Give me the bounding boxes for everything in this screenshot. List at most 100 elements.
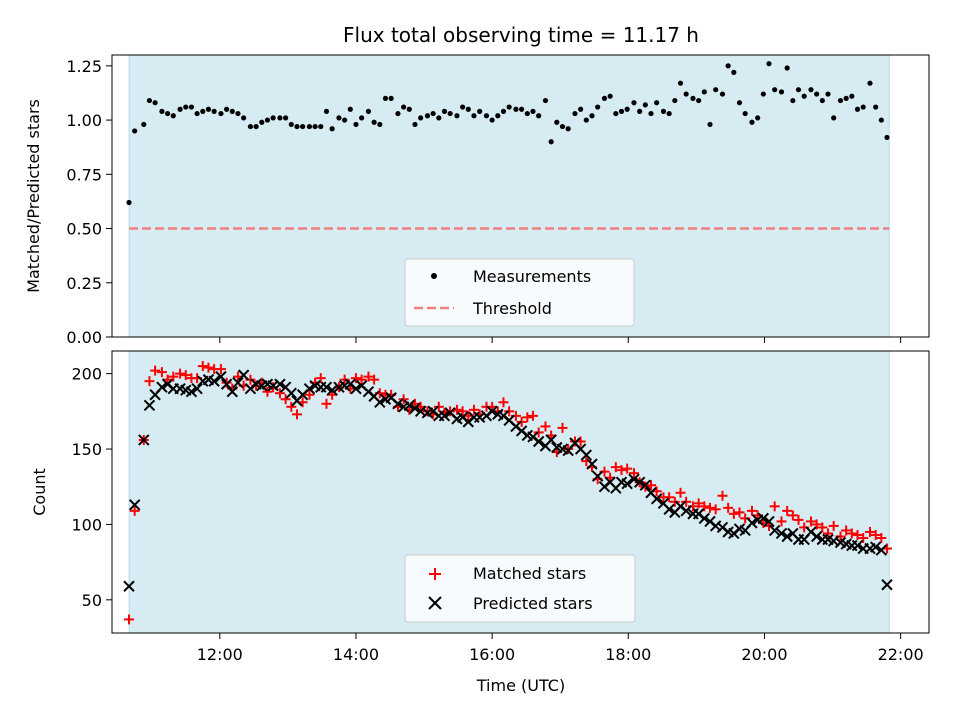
matched-star-point <box>350 373 361 384</box>
predicted-star-point <box>237 369 250 381</box>
predicted-legend-label: Predicted stars <box>473 594 593 613</box>
matched-star-point <box>144 376 155 387</box>
measurement-point <box>371 119 377 125</box>
measurement-point <box>312 123 318 130</box>
measurement-point <box>742 110 748 117</box>
measurement-point <box>814 91 820 97</box>
matched-star-point <box>516 416 527 427</box>
measurement-point <box>736 100 743 106</box>
measurement-point <box>631 100 637 106</box>
matched-star-point <box>728 508 739 519</box>
measurement-point <box>536 113 542 119</box>
matched-star-point <box>787 510 798 521</box>
measurement-point <box>595 104 601 110</box>
measurement-point <box>412 121 418 128</box>
measurement-point <box>766 61 772 67</box>
predicted-star-point <box>350 382 362 395</box>
predicted-star-point <box>191 382 203 395</box>
predicted-star-point <box>775 527 788 540</box>
matched-star-point <box>363 371 374 382</box>
matched-star-point <box>274 388 285 399</box>
matched-star-point <box>522 412 533 423</box>
matched-star-point <box>498 397 509 408</box>
predicted-star-point <box>869 541 882 553</box>
matched-star-point <box>675 487 686 498</box>
measurement-point <box>318 123 324 130</box>
predicted-star-point <box>303 382 316 395</box>
measurement-point <box>672 97 678 104</box>
measurement-point <box>860 104 866 110</box>
measurement-point <box>152 100 158 106</box>
predicted-star-point <box>403 399 416 411</box>
measurement-point <box>483 113 490 119</box>
matched-star-point <box>841 525 852 536</box>
matched-star-point <box>669 496 680 507</box>
matched-star-point <box>704 502 715 513</box>
measurement-point <box>701 89 707 95</box>
measurement-point <box>607 93 613 99</box>
measurement-point <box>241 115 247 121</box>
measurement-point <box>542 97 549 104</box>
measurement-point <box>713 87 719 93</box>
measurement-point <box>867 80 873 86</box>
measurement-point <box>778 89 785 95</box>
matched-star-point <box>215 364 226 375</box>
matched-star-point <box>540 421 551 432</box>
matched-star-point <box>124 614 135 625</box>
matched-star-point <box>640 481 651 492</box>
matched-star-point <box>339 374 350 385</box>
measurement-point <box>259 119 265 125</box>
measurement-point <box>795 87 802 93</box>
matched-star-point <box>321 398 332 409</box>
measurement-point <box>790 97 796 104</box>
predicted-star-point <box>810 530 823 543</box>
matched-star-point <box>203 362 214 373</box>
matched-star-point <box>846 528 857 539</box>
measurement-point <box>126 199 132 206</box>
measurement-point <box>347 106 353 112</box>
measurement-point <box>873 104 879 110</box>
predicted-star-point <box>215 370 227 383</box>
measurement-point <box>513 106 519 112</box>
predicted-star-point <box>633 476 646 488</box>
measurement-point <box>731 69 737 75</box>
measurement-point <box>530 108 536 114</box>
y-tick-label: 0.75 <box>66 165 102 184</box>
matched-legend-marker <box>429 568 441 580</box>
matched-star-point <box>852 529 863 540</box>
measurement-point <box>418 115 424 121</box>
predicted-star-point <box>532 435 545 448</box>
measurement-point <box>884 134 890 141</box>
matched-star-point <box>610 462 621 473</box>
predicted-star-point <box>763 515 775 528</box>
x-tick-label: 14:00 <box>333 645 379 664</box>
measurement-point <box>406 106 412 112</box>
predicted-star-point <box>274 378 286 390</box>
measurement-point <box>648 110 654 117</box>
measurement-point <box>323 108 330 114</box>
matched-star-point <box>291 409 302 420</box>
y-tick-label: 0.25 <box>66 274 102 293</box>
measurement-point <box>359 115 365 121</box>
predicted-star-point <box>591 470 604 482</box>
matched-star-point <box>468 404 479 415</box>
predicted-star-point <box>138 434 150 446</box>
matched-star-point <box>746 505 757 516</box>
threshold-legend-label: Threshold <box>472 299 552 318</box>
predicted-star-point <box>851 539 864 552</box>
measurement-point <box>624 106 630 112</box>
y-tick-label: 200 <box>71 365 102 384</box>
y-tick-label: 0.50 <box>66 220 102 239</box>
matched-star-point <box>563 444 574 455</box>
measurement-point <box>772 87 778 93</box>
measurement-point <box>177 106 183 112</box>
matched-star-point <box>776 516 787 527</box>
matched-star-point <box>811 519 822 530</box>
matched-star-point <box>645 480 656 491</box>
predicted-star-point <box>185 386 198 398</box>
measurement-point <box>218 110 224 117</box>
measurement-point <box>583 117 589 123</box>
predicted-star-point <box>545 434 557 446</box>
predicted-star-point <box>220 378 233 390</box>
